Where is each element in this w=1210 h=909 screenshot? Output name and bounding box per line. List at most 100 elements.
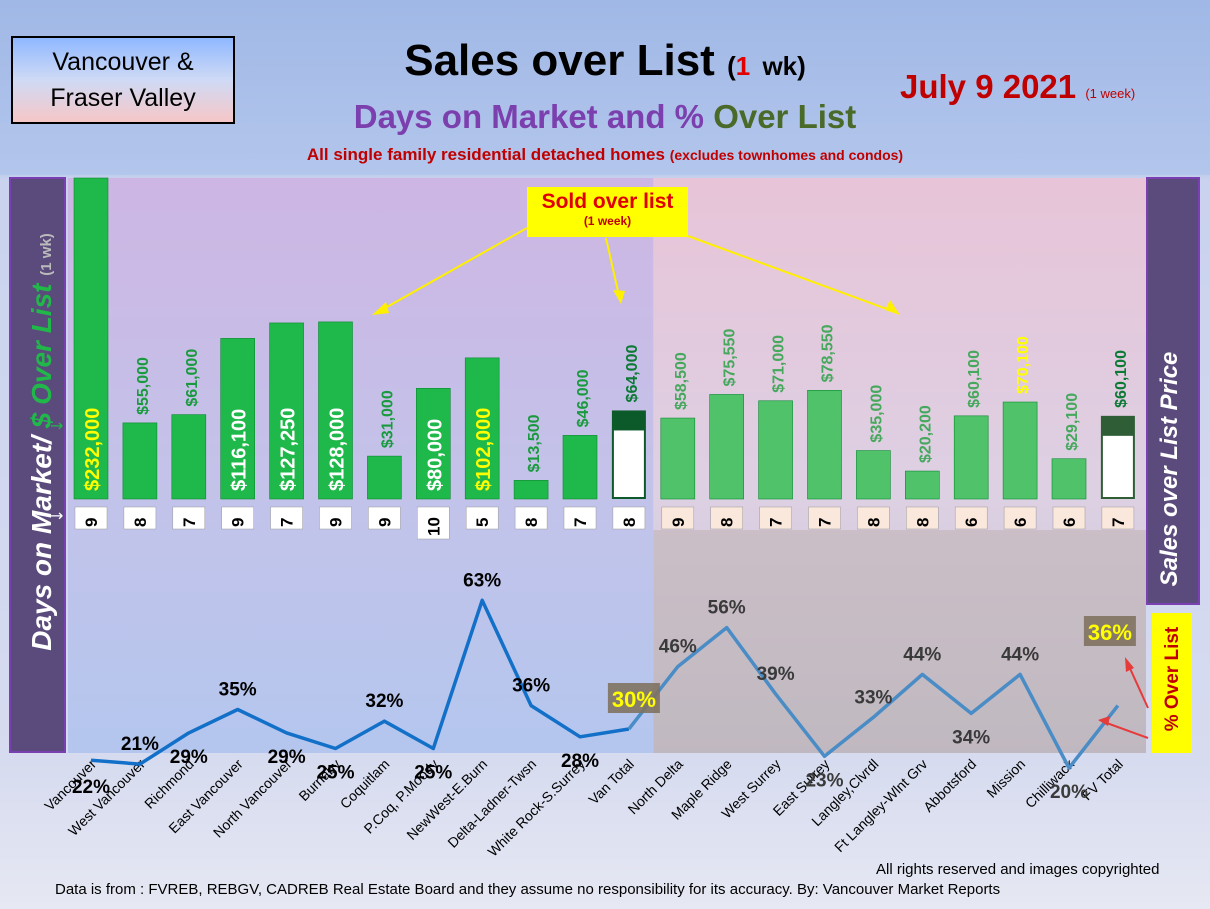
pct-label: 20%: [1050, 782, 1088, 803]
category-label: Delta-Ladner-Twsn: [444, 756, 539, 851]
bar-value-label: $35,000: [868, 385, 885, 443]
pct-label: 30%: [612, 687, 656, 712]
right-axis-panel: [1146, 177, 1200, 605]
pct-label: 36%: [512, 676, 550, 697]
dom-box-1: [123, 506, 157, 530]
dom-box-12: [661, 506, 695, 530]
pct-label: 25%: [414, 763, 452, 784]
pct-axis-label: % Over List: [1162, 626, 1183, 732]
left-label-c: (1 wk): [38, 233, 55, 276]
bar-2: [171, 414, 207, 500]
bar-17: [904, 470, 940, 500]
bar-value-label: $64,000: [624, 345, 641, 403]
pct-label: 28%: [561, 751, 599, 772]
dom-box-11: [612, 506, 646, 530]
subtitle-b: Over List: [713, 98, 857, 135]
pct-label: 36%: [1088, 620, 1132, 645]
dom-box-5: [319, 506, 352, 530]
bar-7: [415, 388, 451, 500]
dom-box-4: [270, 506, 303, 530]
callout-arrow-mid: [605, 237, 621, 301]
dom-label: 8: [864, 518, 883, 527]
bar-value-label: $232,000: [82, 408, 104, 491]
pct-label: 44%: [1001, 644, 1039, 665]
bar-value-label: $128,000: [327, 408, 349, 491]
bar-value-label: $80,000: [424, 419, 446, 491]
bar-value-label: $127,250: [278, 408, 300, 491]
pct-label: 21%: [121, 734, 159, 755]
rights-note: All rights reserved and images copyright…: [876, 861, 1160, 878]
bar-value-label: $70,100: [1015, 336, 1032, 394]
plot-bg-fv-lower: [653, 530, 1146, 753]
pct-label: 56%: [708, 598, 746, 619]
bar-10: [562, 435, 598, 500]
arrowhead-icon: [1125, 657, 1134, 672]
bar-value-label: $58,500: [673, 352, 690, 410]
chart-subtitle: Days on Market and % Over List: [0, 98, 1210, 136]
callout-arrow-left: [377, 227, 528, 313]
dom-label: 9: [229, 518, 248, 527]
pct-label: 46%: [659, 637, 697, 658]
title-open: (: [727, 51, 736, 81]
dom-label: 8: [522, 518, 541, 527]
dom-label: 8: [620, 518, 639, 527]
bar-value-label: $31,000: [379, 390, 396, 448]
dollar-arrow-icon: →: [50, 416, 63, 435]
bar-3: [220, 338, 255, 500]
region-box: Vancouver & Fraser Valley: [11, 36, 235, 124]
dom-box-13: [710, 506, 743, 530]
bar-8: [464, 357, 500, 500]
dom-box-7: [417, 506, 450, 540]
bar-20: [1051, 458, 1087, 500]
arrowhead-icon: [613, 290, 625, 304]
region-line2: Fraser Valley: [50, 84, 196, 112]
callout-sub: (1 week): [583, 214, 632, 228]
chart-title: Sales over List (1 wk): [0, 36, 1210, 86]
region-line1: Vancouver &: [52, 48, 194, 76]
title-num: 1: [735, 51, 751, 81]
bar-6: [367, 455, 402, 500]
pct-label: 63%: [463, 570, 501, 591]
left-label-a: Days on Market/: [26, 428, 57, 651]
arrowhead-icon: [885, 300, 900, 315]
pct-label: 29%: [170, 747, 208, 768]
right-axis-label: Sales over List Price: [1156, 351, 1183, 587]
pct-label: 22%: [72, 777, 110, 798]
dom-label: 8: [913, 518, 932, 527]
title-main: Sales over List: [404, 36, 715, 85]
bar-4: [269, 322, 304, 500]
pct-label: 32%: [365, 691, 403, 712]
bar-13: [709, 394, 745, 500]
dom-label: 9: [82, 518, 101, 527]
dom-label: 6: [962, 518, 981, 527]
pct-label-box: [1152, 613, 1192, 753]
dom-box-3: [221, 506, 254, 530]
bar-14: [758, 400, 793, 500]
arrowhead-icon: [372, 302, 389, 315]
dom-box-20: [1052, 506, 1086, 530]
dom-label: 7: [278, 518, 297, 527]
dom-box-19: [1003, 506, 1037, 530]
dom-label: 5: [473, 518, 492, 527]
bar-5: [318, 321, 353, 500]
dom-box-17: [906, 506, 939, 530]
dom-box-15: [808, 506, 841, 530]
dom-label: 7: [816, 518, 835, 527]
callout-title: Sold over list: [541, 190, 674, 213]
bar-value-label: $75,550: [722, 329, 739, 387]
sold-over-list-callout: Sold over list (1 week): [527, 187, 688, 237]
bar-16: [856, 450, 891, 500]
dom-box-6: [368, 506, 401, 530]
bar-value-label: $61,000: [184, 349, 201, 407]
dom-box-21: [1101, 506, 1135, 530]
pct-line-fraser-valley: [627, 625, 1120, 770]
left-axis-label: Days on Market/ $ Over List (1 wk): [26, 182, 58, 702]
bar-18: [953, 415, 989, 500]
bar-19: [1002, 401, 1038, 500]
plot-bg-vancouver: [68, 178, 654, 753]
category-label: Ft Langley-Wlnt Grv: [831, 756, 930, 855]
bar-value-label: $13,500: [526, 414, 543, 472]
bar-value-label: $102,000: [473, 408, 495, 491]
total-pct-box: [607, 683, 660, 713]
